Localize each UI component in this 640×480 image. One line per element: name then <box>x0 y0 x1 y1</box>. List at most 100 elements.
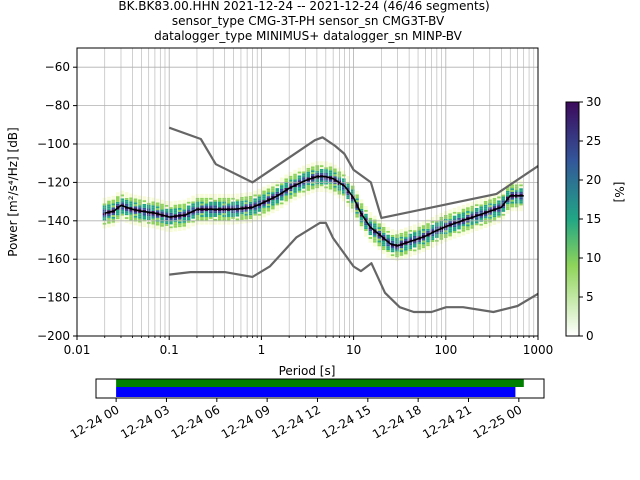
heatmap-cell <box>350 202 355 205</box>
heatmap-cell <box>505 194 510 197</box>
heatmap-cell <box>479 202 483 205</box>
heatmap-cell <box>505 204 510 207</box>
low-noise-model-line <box>169 221 539 314</box>
heatmap-cell <box>404 235 408 238</box>
title-line-3: datalogger_type MINIMUS+ datalogger_sn M… <box>154 29 462 43</box>
heatmap-cell <box>510 197 514 200</box>
heatmap-cell <box>333 183 337 186</box>
heatmap-cell <box>395 232 399 235</box>
heatmap-cell <box>209 201 213 204</box>
heatmap-cell <box>302 194 306 197</box>
heatmap-cell <box>129 205 133 208</box>
heatmap-cell <box>209 211 213 214</box>
heatmap-cell <box>200 218 204 221</box>
heatmap-cell <box>164 212 169 215</box>
heatmap-cell <box>138 216 142 219</box>
heatmap-cell <box>306 183 311 186</box>
heatmap-cell <box>497 202 501 205</box>
heatmap-cell <box>226 193 231 196</box>
heatmap-cell <box>452 215 457 218</box>
heatmap-cell <box>474 207 479 210</box>
heatmap-cell <box>248 201 253 204</box>
heatmap-cell <box>319 170 324 173</box>
heatmap-cell <box>151 199 155 202</box>
x-tick-label: 10 <box>346 343 361 357</box>
heatmap-cell <box>213 222 218 225</box>
heatmap-cell <box>377 238 382 241</box>
heatmap-cell <box>466 226 470 229</box>
heatmap-cell <box>319 167 324 169</box>
heatmap-cell <box>483 204 488 207</box>
heatmap-cell <box>191 224 195 227</box>
heatmap-cell <box>368 235 373 237</box>
heatmap-cell <box>271 186 275 189</box>
heatmap-cell <box>377 221 382 224</box>
heatmap-cell <box>142 209 147 212</box>
heatmap-cell <box>373 236 377 239</box>
heatmap-cell <box>381 228 386 231</box>
heatmap-cell <box>111 201 116 204</box>
heatmap-cell <box>479 225 483 228</box>
heatmap-cell <box>479 223 483 226</box>
heatmap-cell <box>470 228 475 231</box>
availability-tick-label: 12-24 15 <box>320 402 374 441</box>
heatmap-cell <box>226 201 231 204</box>
heatmap-cell <box>186 224 191 227</box>
heatmap-cell <box>213 211 218 214</box>
heatmap-cell <box>142 215 147 218</box>
heatmap-cell <box>213 218 218 221</box>
heatmap-cell <box>169 203 173 206</box>
heatmap-cell <box>169 218 173 221</box>
heatmap-cell <box>399 257 404 260</box>
heatmap-cell <box>501 209 506 212</box>
heatmap-cell <box>421 238 426 241</box>
heatmap-cell <box>116 219 120 222</box>
heatmap-cell <box>120 215 124 218</box>
heatmap-cell <box>501 206 506 209</box>
heatmap-cell <box>155 223 160 226</box>
heatmap-cell <box>510 188 514 191</box>
heatmap-cell <box>195 203 200 206</box>
heatmap-cell <box>142 202 147 204</box>
heatmap-cell <box>226 203 231 206</box>
heatmap-cell <box>160 205 164 208</box>
heatmap-cell <box>164 227 169 230</box>
heatmap-cell <box>138 203 142 206</box>
heatmap-cell <box>195 207 200 210</box>
heatmap-cell <box>182 213 187 216</box>
heatmap-cell <box>284 180 288 183</box>
heatmap-cell <box>310 183 315 186</box>
heatmap-cell <box>306 171 311 174</box>
heatmap-cell <box>142 204 147 206</box>
heatmap-cell <box>501 196 506 199</box>
heatmap-cell <box>306 169 311 172</box>
heatmap-cell <box>240 204 244 207</box>
heatmap-cell <box>217 193 222 196</box>
heatmap-cell <box>470 203 475 206</box>
heatmap-cell <box>248 195 253 198</box>
heatmap-cell <box>310 189 315 192</box>
heatmap-cell <box>346 204 350 207</box>
heatmap-cell <box>368 212 373 214</box>
heatmap-cell <box>333 172 337 175</box>
heatmap-cell <box>421 244 426 247</box>
heatmap-cell <box>178 206 182 208</box>
heatmap-cell <box>200 193 204 196</box>
heatmap-cell <box>129 201 133 204</box>
heatmap-cell <box>395 253 399 256</box>
heatmap-cell <box>501 217 506 220</box>
heatmap-cell <box>457 206 461 209</box>
heatmap-cell <box>510 195 514 198</box>
heatmap-cell <box>350 185 355 188</box>
heatmap-cell <box>373 225 377 228</box>
heatmap-cell <box>381 251 386 254</box>
heatmap-cell <box>275 186 280 189</box>
heatmap-cell <box>129 199 133 202</box>
heatmap-cell <box>426 248 430 250</box>
heatmap-cell <box>474 221 479 224</box>
heatmap-cell <box>217 209 222 212</box>
heatmap-cell <box>178 202 182 205</box>
curve-layer <box>104 126 539 314</box>
heatmap-cell <box>182 211 187 214</box>
